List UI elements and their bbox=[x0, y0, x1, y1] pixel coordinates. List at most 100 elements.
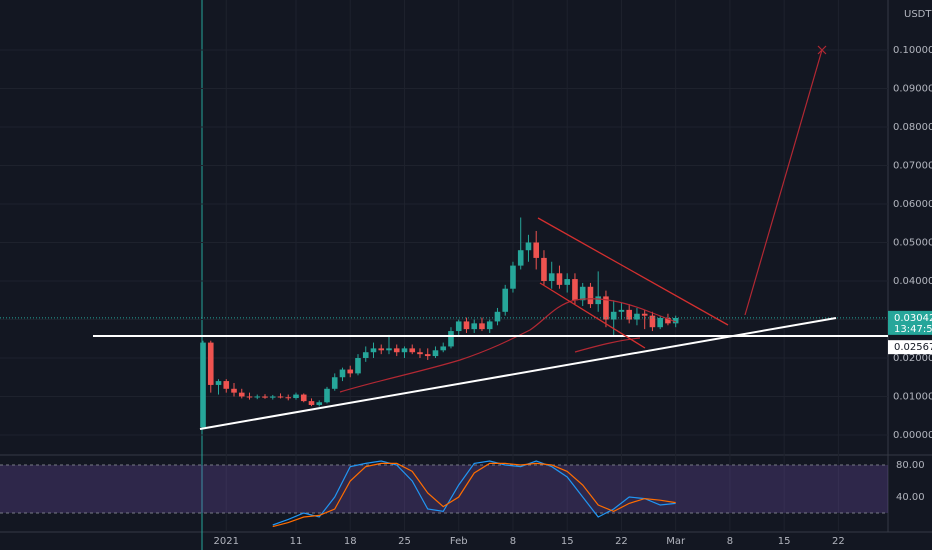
candle-body bbox=[541, 257, 547, 282]
x-tick-label: 8 bbox=[727, 536, 733, 547]
candle-body bbox=[579, 286, 586, 301]
candle-body bbox=[409, 348, 416, 353]
last-price-badge bbox=[888, 310, 932, 335]
stoch-line bbox=[272, 460, 676, 526]
last-price-label: 0.030422 bbox=[894, 313, 932, 324]
candle-body bbox=[324, 388, 330, 403]
candle-body bbox=[238, 392, 245, 397]
candle-body bbox=[262, 396, 268, 398]
moving-average bbox=[339, 298, 677, 393]
candle-body bbox=[572, 279, 578, 301]
wedge-line bbox=[539, 282, 646, 349]
candle-body bbox=[502, 288, 509, 312]
x-tick-label: Mar bbox=[666, 536, 686, 547]
candle-body bbox=[533, 242, 540, 258]
candle-body bbox=[603, 296, 609, 320]
candle-body bbox=[626, 309, 632, 320]
candle-body bbox=[308, 401, 315, 405]
candle-body bbox=[455, 321, 462, 332]
candle-body bbox=[293, 394, 299, 399]
level-label: 0.025673 bbox=[894, 342, 932, 353]
candle-body bbox=[517, 250, 524, 266]
candle-body bbox=[277, 396, 284, 398]
candle-body bbox=[479, 323, 485, 330]
x-tick-label: 22 bbox=[615, 536, 628, 547]
main-pane bbox=[0, 0, 888, 532]
candle-body bbox=[246, 396, 253, 398]
stoch-band bbox=[0, 465, 888, 513]
candle-body bbox=[564, 279, 571, 285]
x-tick-label: 15 bbox=[778, 536, 791, 547]
candle-body bbox=[486, 321, 493, 330]
candle-body bbox=[386, 348, 392, 351]
candle-body bbox=[525, 242, 532, 251]
candle-body bbox=[362, 352, 369, 358]
x-tick-label: 25 bbox=[398, 536, 411, 547]
stoch-pane bbox=[0, 460, 888, 528]
candle-body bbox=[347, 369, 354, 374]
candle-body bbox=[665, 317, 671, 324]
stoch-tick-label: 40.00 bbox=[896, 492, 925, 503]
candle-body bbox=[316, 402, 323, 405]
candle-body bbox=[378, 348, 385, 351]
candle-body bbox=[215, 381, 222, 385]
candle-body bbox=[587, 286, 594, 305]
candle-body bbox=[231, 388, 237, 393]
candle-body bbox=[424, 354, 431, 357]
candle-body bbox=[672, 317, 679, 324]
x-tick-label: Feb bbox=[450, 536, 468, 547]
quote-currency: USDT bbox=[904, 9, 932, 20]
candle-body bbox=[641, 313, 648, 316]
stoch-tick-label: 80.00 bbox=[896, 460, 925, 471]
candle-body bbox=[339, 369, 346, 378]
candle-body bbox=[510, 265, 516, 289]
candle-body bbox=[548, 273, 555, 282]
candle-body bbox=[254, 396, 261, 398]
candle-body bbox=[370, 348, 377, 353]
countdown-label: 13:47:59 bbox=[894, 324, 932, 335]
moving-average bbox=[574, 337, 641, 353]
candle-body bbox=[494, 311, 501, 322]
x-tick-label: 2021 bbox=[214, 536, 239, 547]
candle-body bbox=[618, 309, 625, 312]
x-tick-label: 22 bbox=[832, 536, 845, 547]
candle-body bbox=[634, 313, 640, 320]
candle-body bbox=[556, 273, 563, 285]
candle-body bbox=[300, 394, 307, 402]
wedge-line bbox=[537, 217, 729, 326]
x-tick-label: 15 bbox=[561, 536, 574, 547]
drawings bbox=[93, 45, 888, 430]
candle-body bbox=[417, 352, 423, 355]
candle-body bbox=[401, 348, 408, 353]
x-tick-label: 18 bbox=[344, 536, 357, 547]
candle-body bbox=[355, 357, 361, 374]
trend-line bbox=[199, 317, 837, 430]
x-tick-label: 11 bbox=[290, 536, 303, 547]
candle-body bbox=[595, 296, 601, 305]
candle-body bbox=[610, 311, 617, 320]
stoch-line bbox=[272, 462, 676, 528]
candle-body bbox=[223, 381, 230, 389]
candle-body bbox=[649, 315, 656, 328]
candle-body bbox=[440, 346, 447, 351]
level-badge bbox=[888, 340, 932, 355]
candle-body bbox=[331, 377, 338, 389]
candle-body bbox=[393, 348, 400, 353]
candle-body bbox=[432, 350, 439, 357]
candle-body bbox=[657, 317, 663, 328]
candle-body bbox=[269, 396, 276, 398]
candle-body bbox=[200, 342, 206, 428]
candle-body bbox=[448, 331, 454, 347]
candle-body bbox=[463, 321, 470, 330]
